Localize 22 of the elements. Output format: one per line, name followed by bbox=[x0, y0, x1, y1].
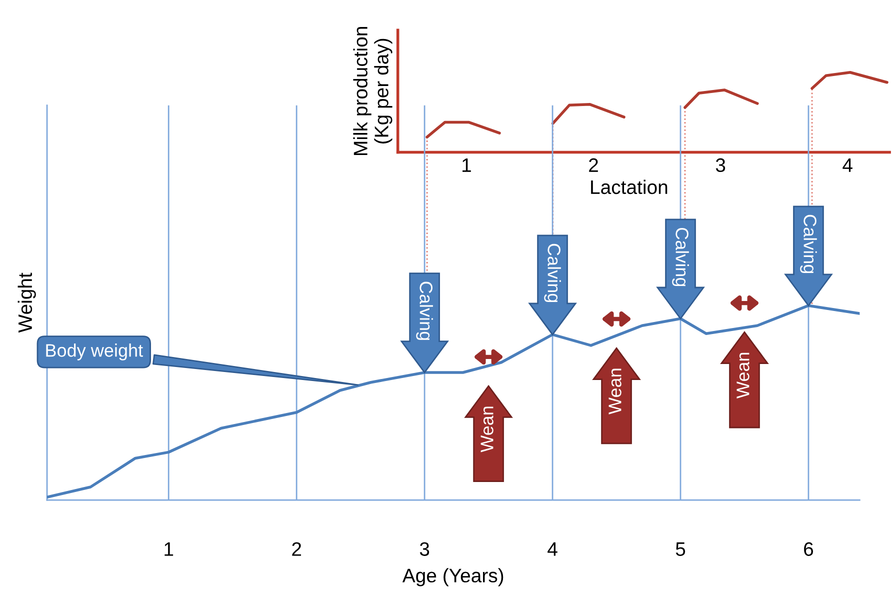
x-tick-label: 1 bbox=[164, 542, 174, 556]
x-tick-label: 1 bbox=[462, 158, 471, 172]
annotation: Wean bbox=[608, 368, 622, 414]
x-tick-label: 4 bbox=[548, 542, 558, 556]
x-axis-title: Age (Years) bbox=[402, 568, 504, 586]
annotation: Body weight bbox=[46, 344, 143, 360]
x-tick-label: 2 bbox=[589, 158, 598, 172]
annotation: Wean bbox=[736, 352, 750, 398]
x-tick-label: 4 bbox=[842, 158, 852, 172]
x-tick-label: 2 bbox=[292, 542, 302, 556]
x-tick-label: 3 bbox=[716, 158, 726, 172]
x-tick-label: 5 bbox=[676, 542, 686, 556]
annotation: Calving bbox=[416, 282, 433, 340]
y-axis-title: Milk production (Kg per day) bbox=[353, 27, 392, 155]
annotation: Calving bbox=[544, 244, 561, 302]
x-axis-title: Lactation bbox=[591, 180, 668, 194]
annotation: Calving bbox=[800, 214, 817, 274]
annotation: Wean bbox=[480, 406, 494, 452]
x-tick-label: 3 bbox=[420, 542, 430, 556]
x-tick-label: 6 bbox=[804, 542, 814, 556]
y-axis-title: Weight bbox=[18, 272, 36, 333]
annotation: Calving bbox=[672, 228, 689, 286]
